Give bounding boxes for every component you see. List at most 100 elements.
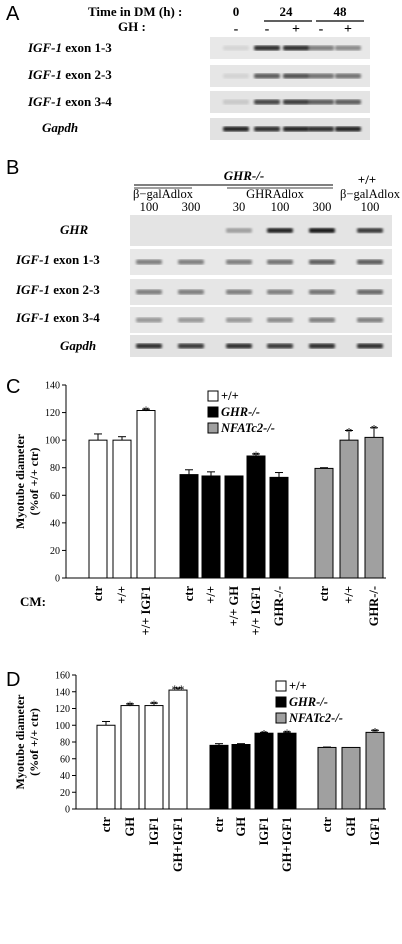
y-tick-label: 140 (55, 687, 70, 698)
category-label: +/+ IGF1 (139, 586, 153, 635)
group-wt-label: +/+ (358, 172, 376, 187)
gel-band (267, 317, 293, 323)
gel-band (283, 126, 309, 132)
gel-band (309, 228, 335, 233)
y-tick-label: 80 (50, 463, 60, 474)
panel-c: C 0 20 40 60 80 100 120 140 Myotube diameter(%of… (6, 376, 386, 635)
significance-marker: * (151, 697, 158, 712)
bar (88, 439, 108, 579)
legend-swatch (275, 712, 287, 724)
y-tick-label: 100 (45, 436, 60, 447)
chart-c: 0 20 40 60 80 100 120 140 Myotube diameter(%of +… (13, 381, 386, 635)
category-label: +/+ (115, 586, 129, 604)
gel-band (357, 289, 383, 295)
significance-marker: * (371, 422, 378, 437)
gel-band (308, 73, 334, 79)
gel-band (136, 343, 162, 349)
time-label: Time in DM (h) : (88, 4, 182, 19)
y-axis-label-line: Myotube diameter (13, 694, 27, 790)
bar (277, 732, 297, 810)
bar (269, 476, 289, 579)
legend-label: NFATc2-/- (220, 421, 275, 435)
panel-c-letter: C (6, 376, 20, 398)
gel-band (226, 259, 252, 265)
gel-band (308, 99, 334, 105)
gel-b-label: IGF-1 exon 1-3 (15, 252, 100, 267)
gel-band (178, 289, 204, 295)
dose-label: 30 (233, 200, 246, 214)
significance-marker: * (346, 424, 353, 439)
panel-b-letter: B (6, 157, 19, 179)
gel-strip (130, 307, 392, 333)
sub-bgal-label: β−galAdlox (133, 187, 194, 201)
gel-band (267, 343, 293, 349)
gel-band (357, 228, 383, 233)
gel-a-label: Gapdh (42, 120, 78, 135)
gel-band (226, 343, 252, 349)
gel-band (283, 73, 309, 79)
category-label: GH+IGF1 (171, 817, 185, 872)
y-tick-label: 40 (50, 518, 60, 529)
bar (231, 744, 251, 810)
legend-label: +/+ (221, 389, 239, 403)
gel-band (335, 99, 361, 105)
bar (317, 746, 337, 810)
bar (112, 439, 132, 579)
significance-marker: * (253, 448, 260, 463)
legend-label: NFATc2-/- (288, 711, 343, 725)
gel-band (267, 289, 293, 295)
category-label: ctr (320, 817, 334, 833)
time-24: 24 (280, 4, 294, 19)
gel-band (335, 126, 361, 132)
bar (364, 436, 384, 579)
panel-a: A Time in DM (h) : GH : 0 24 48 - - + - … (6, 3, 370, 140)
category-label: ctr (182, 586, 196, 602)
gel-band (226, 289, 252, 295)
gel-band (357, 317, 383, 323)
gel-band (357, 343, 383, 349)
category-label: GH (344, 817, 358, 837)
bar (365, 731, 385, 810)
gel-band (254, 126, 280, 132)
bar (209, 744, 229, 810)
y-tick-label: 0 (65, 805, 70, 816)
y-tick-label: 140 (45, 381, 60, 392)
bar (314, 467, 334, 579)
bar (254, 732, 274, 810)
x-prefix-label: CM: (20, 594, 46, 609)
category-label: GHR-/- (272, 586, 286, 626)
gel-band (254, 73, 280, 79)
gel-band (267, 228, 293, 233)
legend-label: GHR-/- (221, 405, 260, 419)
y-axis-label-line: (%of +/+ ctr) (27, 708, 41, 776)
significance-marker: * (261, 726, 268, 741)
time-0: 0 (233, 4, 240, 19)
category-label: GH (234, 817, 248, 837)
gel-a-label: IGF-1 exon 2-3 (27, 67, 112, 82)
gel-band (254, 45, 280, 51)
gel-band (357, 259, 383, 265)
gh-sign: + (344, 22, 352, 37)
gel-band (309, 259, 335, 265)
category-label: ctr (317, 586, 331, 602)
gh-sign: + (292, 22, 300, 37)
significance-marker: * (284, 726, 291, 741)
gel-b-label: GHR (60, 222, 89, 237)
y-tick-label: 40 (60, 771, 70, 782)
category-label: IGF1 (147, 817, 161, 845)
legend-swatch (207, 422, 219, 434)
gel-band (223, 45, 249, 51)
gel-band (136, 289, 162, 295)
gel-band (136, 259, 162, 265)
gel-band (335, 73, 361, 79)
bar (136, 410, 156, 579)
gel-band (178, 317, 204, 323)
bar (246, 455, 266, 579)
gel-panel-b (130, 215, 392, 357)
legend-swatch (275, 680, 287, 692)
gel-band (309, 317, 335, 323)
legend-swatch (207, 390, 219, 402)
bar (339, 439, 359, 579)
category-label: IGF1 (257, 817, 271, 845)
y-tick-label: 120 (55, 704, 70, 715)
